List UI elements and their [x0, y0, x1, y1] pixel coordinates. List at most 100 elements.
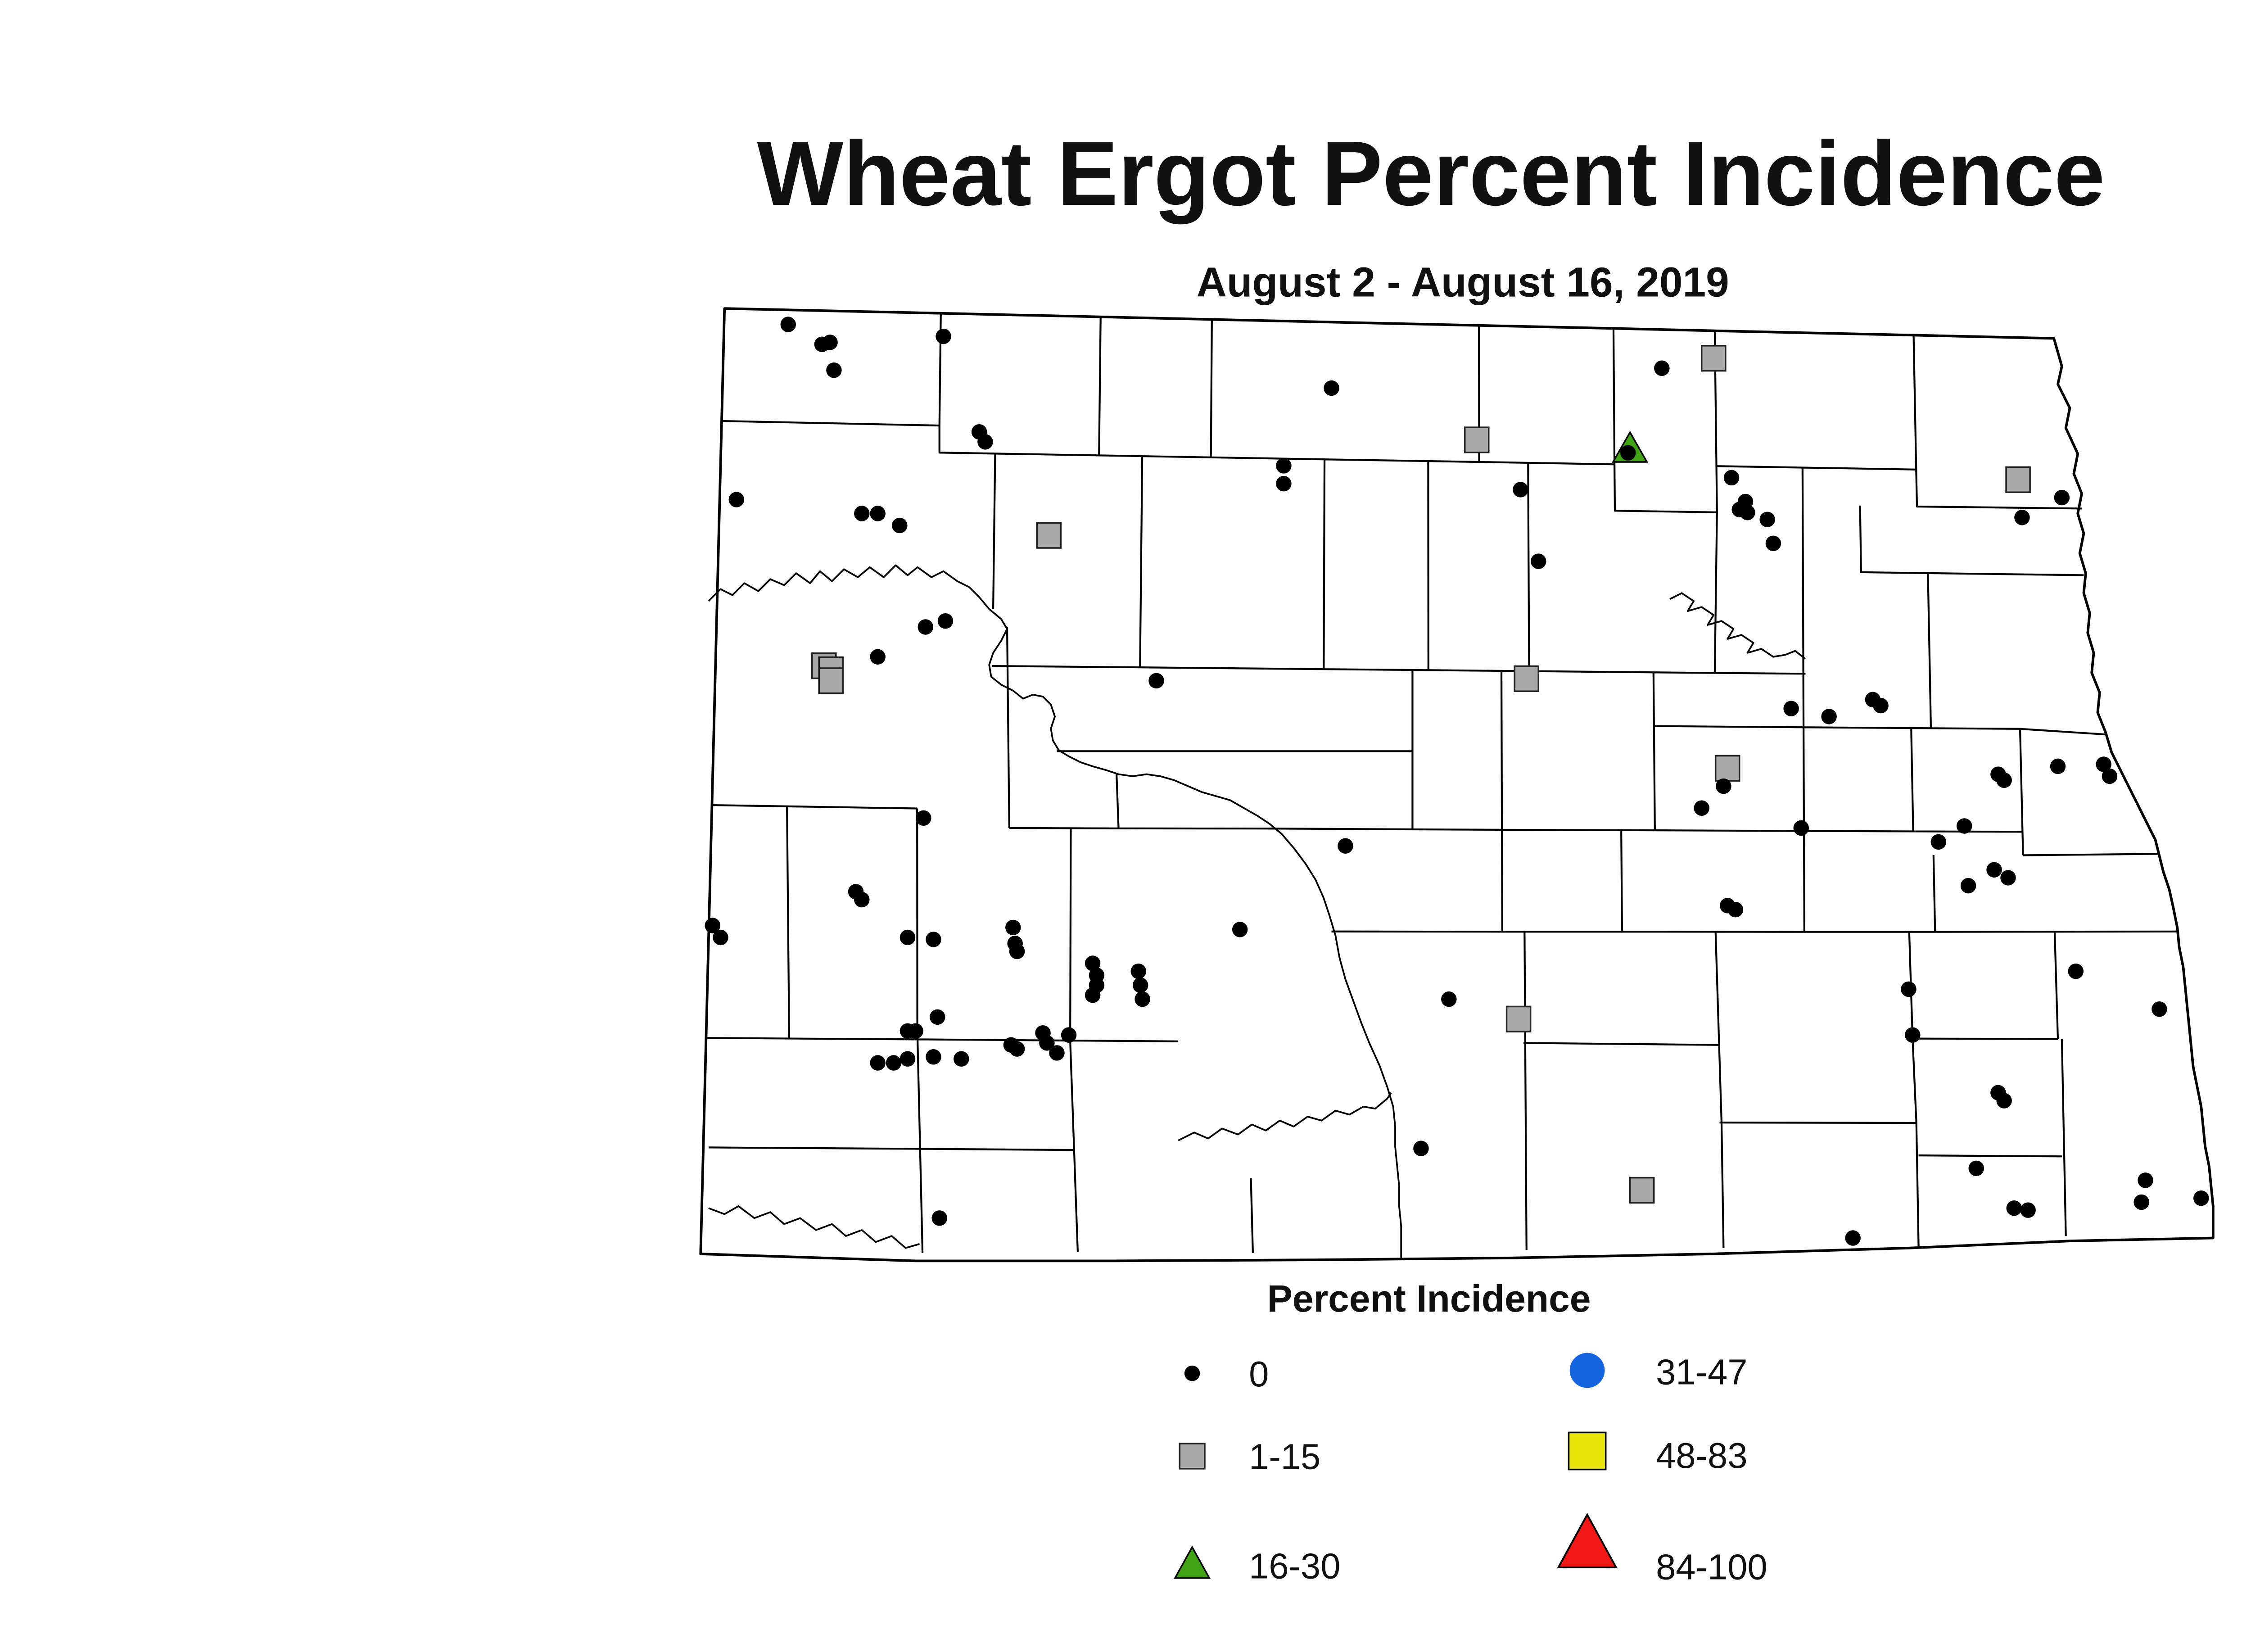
marker-dot-0	[977, 434, 993, 450]
marker-dot-0	[1620, 445, 1636, 461]
marker-dot-0	[1968, 1160, 1984, 1177]
marker-square-1-15	[1714, 755, 1740, 782]
marker-dot-0	[936, 328, 951, 344]
north-dakota-map	[699, 307, 2215, 1263]
missouri-river-lake-sakakawea	[708, 564, 1402, 1258]
marker-dot-0	[1135, 991, 1150, 1007]
marker-square-1-15	[1514, 665, 1540, 692]
map-markers	[705, 317, 2209, 1246]
marker-dot-0	[899, 929, 916, 946]
page-title: Wheat Ergot Percent Incidence	[757, 122, 2105, 225]
marker-dot-0	[2096, 756, 2111, 772]
marker-dot-0	[1338, 838, 1353, 854]
legend: Percent Incidence 0 1-15 16-30 31-47 48-…	[1174, 1277, 1767, 1587]
marker-dot-0	[1049, 1045, 1065, 1061]
legend-label-48-83: 48-83	[1656, 1435, 1747, 1475]
marker-dot-0	[1727, 901, 1744, 918]
marker-dot-0	[1276, 458, 1292, 474]
marker-dot-0	[918, 619, 933, 635]
marker-dot-0	[2193, 1190, 2209, 1206]
marker-dot-0	[1765, 535, 1781, 552]
marker-dot-0	[1930, 834, 1947, 850]
marker-dot-0	[937, 613, 954, 629]
marker-dot-0	[1148, 673, 1164, 689]
marker-dot-0	[1039, 1035, 1055, 1051]
marker-dot-0	[1716, 778, 1731, 794]
county-boundaries	[706, 313, 2178, 1253]
marker-dot-0	[931, 1210, 947, 1226]
legend-title: Percent Incidence	[1267, 1277, 1591, 1320]
legend-dot-icon	[1184, 1365, 1200, 1381]
grand-river	[708, 1205, 920, 1249]
marker-dot-0	[1986, 862, 2002, 878]
marker-dot-0	[926, 932, 941, 947]
marker-dot-0	[713, 929, 728, 946]
marker-dot-0	[1232, 922, 1248, 937]
marker-dot-0	[1723, 470, 1740, 486]
marker-square-1-15	[1700, 345, 1727, 372]
marker-dot-0	[1085, 955, 1101, 971]
marker-dot-0	[1759, 511, 1775, 527]
marker-dot-0	[930, 1009, 945, 1025]
marker-dot-0	[1413, 1141, 1429, 1156]
marker-dot-0	[2054, 489, 2070, 506]
marker-dot-0	[780, 317, 796, 332]
marker-dot-0	[1085, 987, 1101, 1003]
cannonball-river	[1178, 1092, 1392, 1141]
legend-yellow-square-icon	[1568, 1431, 1607, 1471]
marker-dot-0	[1513, 482, 1528, 498]
marker-dot-0	[870, 649, 886, 665]
page-subtitle: August 2 - August 16, 2019	[1197, 259, 1729, 306]
marker-dot-0	[870, 506, 886, 521]
marker-dot-0	[926, 1049, 941, 1065]
legend-label-31-47: 31-47	[1656, 1352, 1747, 1392]
marker-dot-0	[2133, 1194, 2149, 1210]
marker-square-1-15	[1464, 426, 1490, 453]
marker-dot-0	[705, 918, 721, 933]
marker-dot-0	[954, 1051, 969, 1067]
marker-dot-0	[822, 335, 838, 350]
marker-dot-0	[1654, 360, 1670, 376]
marker-square-1-15	[818, 667, 844, 694]
marker-dot-0	[1960, 878, 1976, 894]
marker-dot-0	[2138, 1172, 2153, 1188]
legend-label-16-30: 16-30	[1249, 1546, 1340, 1586]
marker-dot-0	[1009, 943, 1025, 960]
marker-dot-0	[2000, 870, 2016, 886]
marker-dot-0	[1873, 697, 1889, 714]
marker-dot-0	[1694, 800, 1709, 816]
marker-dot-0	[2020, 1202, 2036, 1218]
marker-dot-0	[1845, 1230, 1861, 1246]
legend-gray-square-icon	[1179, 1443, 1206, 1470]
marker-dot-0	[1905, 1027, 1921, 1043]
legend-green-triangle-icon	[1174, 1545, 1211, 1579]
marker-dot-0	[1793, 820, 1809, 836]
marker-dot-0	[916, 810, 931, 826]
marker-dot-0	[854, 506, 870, 521]
marker-dot-0	[899, 1051, 916, 1067]
marker-dot-0	[892, 517, 908, 534]
marker-dot-0	[1957, 818, 1972, 834]
marker-dot-0	[1821, 709, 1837, 724]
marker-square-1-15	[2005, 466, 2031, 493]
marker-dot-0	[886, 1055, 902, 1071]
marker-dot-0	[1276, 475, 1292, 492]
marker-square-1-15	[1505, 1005, 1532, 1032]
marker-dot-0	[1740, 505, 1755, 520]
marker-dot-0	[2068, 963, 2084, 979]
marker-dot-0	[2050, 758, 2066, 774]
marker-dot-0	[1531, 553, 1546, 569]
marker-dot-0	[1996, 1093, 2012, 1109]
marker-dot-0	[2014, 510, 2030, 525]
marker-dot-0	[870, 1055, 886, 1071]
marker-dot-0	[2152, 1001, 2167, 1017]
marker-dot-0	[1783, 701, 1799, 716]
marker-dot-0	[2102, 768, 2118, 784]
marker-dot-0	[1009, 1041, 1025, 1057]
marker-dot-0	[1324, 380, 1339, 396]
marker-dot-0	[2006, 1200, 2022, 1216]
legend-blue-circle-icon	[1569, 1353, 1605, 1388]
marker-dot-0	[1130, 963, 1146, 979]
marker-dot-0	[728, 492, 745, 507]
